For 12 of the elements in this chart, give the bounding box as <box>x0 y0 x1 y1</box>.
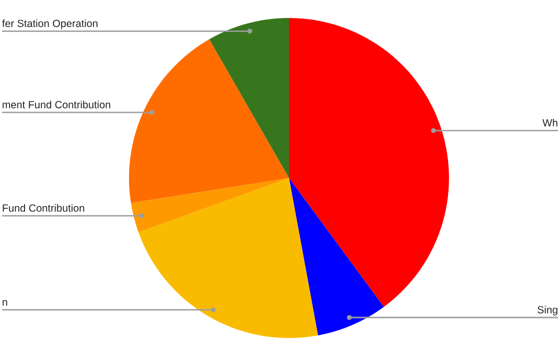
slice-label: Fund Contribution <box>2 204 84 212</box>
slice-label: Sing <box>538 306 558 316</box>
slice-label: ment Fund Contribution <box>2 100 110 108</box>
pie-slice <box>129 39 289 204</box>
slice-label: fer Station Operation <box>2 19 98 30</box>
pie-slice <box>289 178 384 336</box>
pie-slice <box>209 18 289 178</box>
pie-slice <box>289 18 449 307</box>
slice-label: Wh <box>542 118 558 126</box>
pie-slice <box>138 178 318 338</box>
slice-label: n <box>2 300 8 306</box>
pie-slice <box>130 178 289 232</box>
